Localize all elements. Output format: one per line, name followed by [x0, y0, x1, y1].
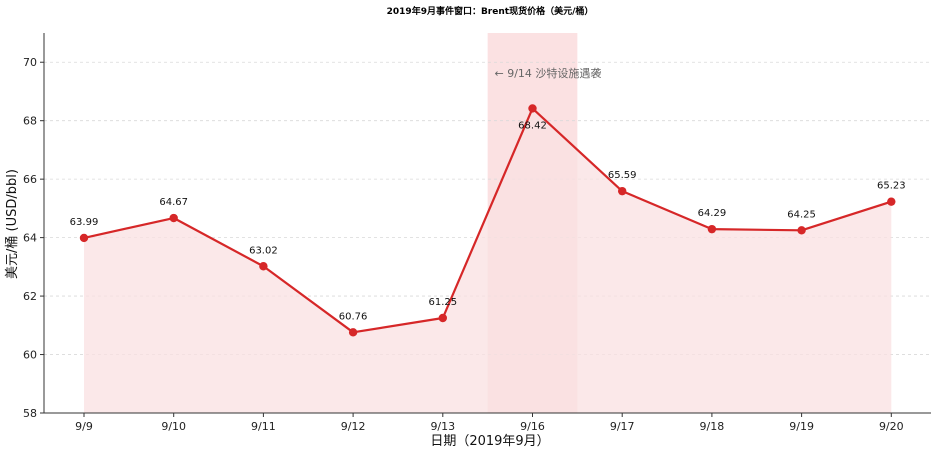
data-label: 64.67 [159, 197, 188, 208]
plot-area: 58 60 62 64 66 68 70 9/9 9/10 9/11 9/12 9/13 9/16 9/1… [23, 33, 931, 433]
y-tick-label: 66 [23, 173, 37, 186]
data-point [707, 224, 717, 234]
data-label: 65.59 [608, 170, 637, 181]
data-point [887, 197, 896, 206]
data-point [79, 233, 89, 243]
x-tick-label: 9/13 [430, 420, 455, 433]
annotation-text: ← 9/14 沙特设施遇袭 [495, 66, 602, 80]
y-tick-label: 60 [23, 349, 37, 362]
data-point [348, 328, 358, 337]
x-tick-label: 9/17 [610, 420, 635, 433]
y-axis-title: 美元/桶 (USD/bbl) [5, 169, 20, 279]
x-tick-label: 9/18 [700, 420, 725, 433]
chart-title: 2019年9月事件窗口：Brent现货价格（美元/桶） [387, 5, 594, 17]
x-tick-label: 9/9 [75, 420, 93, 433]
y-tick-label: 58 [23, 407, 37, 420]
y-tick-label: 70 [23, 56, 37, 69]
data-point [169, 213, 178, 223]
data-point [259, 262, 268, 271]
area-fill [84, 108, 892, 414]
data-point [797, 226, 806, 235]
x-tick-label: 9/12 [341, 420, 366, 433]
data-point [528, 104, 537, 113]
data-label: 61.25 [428, 297, 457, 308]
x-axis-title: 日期（2019年9月） [430, 434, 549, 449]
x-tick-label: 9/16 [520, 420, 545, 433]
data-label: 65.23 [877, 181, 906, 192]
x-tick-label: 9/19 [789, 420, 814, 433]
y-tick-label: 68 [23, 115, 37, 128]
data-label: 64.25 [787, 209, 816, 220]
series-line [83, 107, 892, 334]
data-point [438, 313, 447, 323]
data-label: 63.99 [70, 217, 99, 228]
data-point [618, 186, 627, 196]
data-label: 60.76 [339, 311, 368, 322]
x-tick-label: 9/11 [251, 420, 276, 433]
y-tick-label: 62 [23, 290, 37, 303]
data-label: 68.42 [518, 120, 547, 131]
data-label: 64.29 [698, 208, 727, 219]
y-tick-label: 64 [23, 232, 37, 245]
x-tick-label: 9/10 [161, 420, 186, 433]
x-tick-label: 9/20 [879, 420, 904, 433]
data-label: 63.02 [249, 245, 278, 256]
